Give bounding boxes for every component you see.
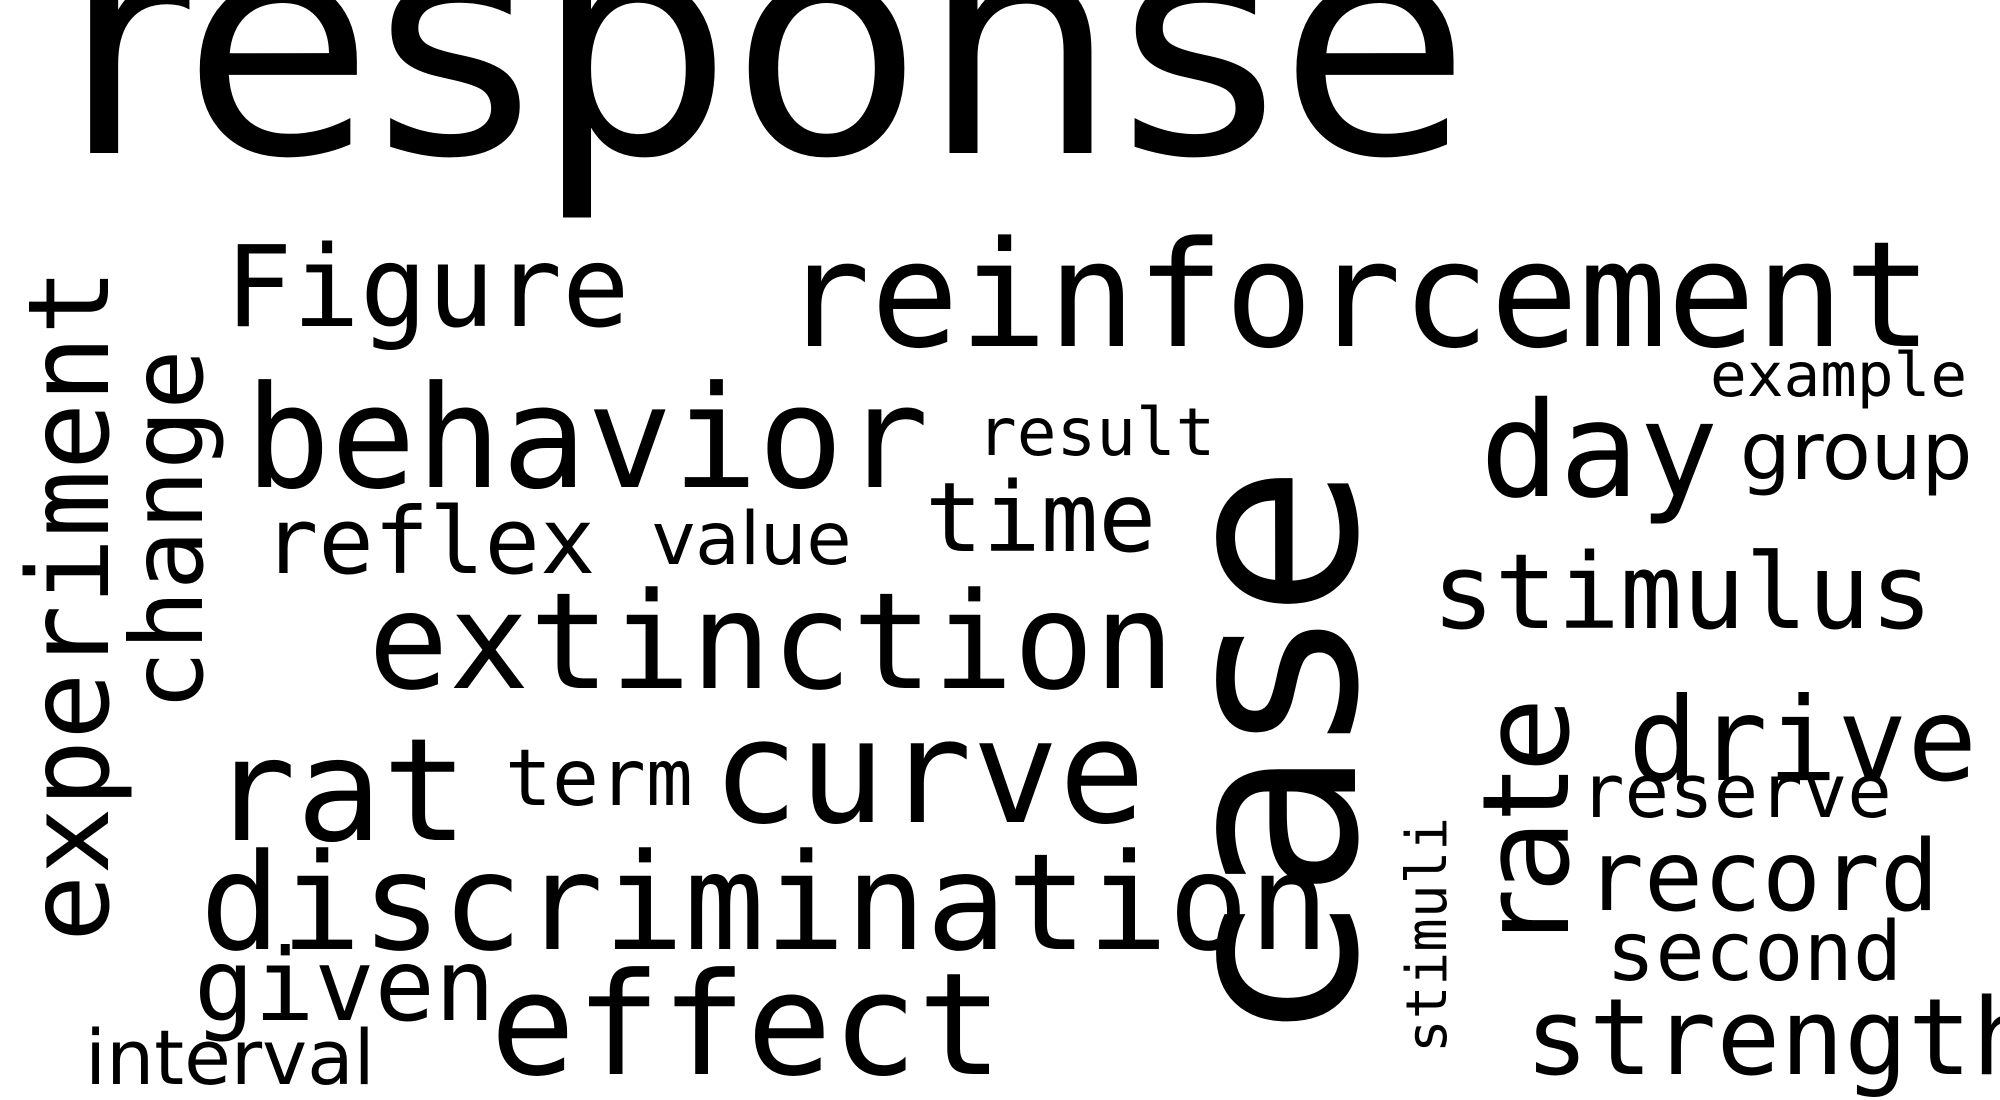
- word-term: term: [505, 734, 693, 824]
- word-stimuli: stimuli: [1395, 816, 1460, 1054]
- word-curve: curve: [712, 688, 1146, 856]
- word-reserve: reserve: [1580, 749, 1892, 835]
- word-record: record: [1585, 820, 1940, 934]
- word-change: change: [109, 349, 226, 711]
- word-second: second: [1606, 905, 1903, 1000]
- word-group: group: [1740, 405, 1973, 498]
- word-rate: rate: [1458, 698, 1597, 942]
- word-stimulus: stimulus: [1432, 531, 1933, 653]
- word-extinction: extinction: [368, 564, 1175, 720]
- word-figure: Figure: [225, 223, 630, 353]
- word-drive: drive: [1628, 673, 1978, 808]
- word-discrimination: discrimination: [200, 825, 1330, 981]
- word-strength: strength: [1525, 976, 2000, 1099]
- word-given: given: [194, 927, 496, 1044]
- word-reinforcement: reinforcement: [782, 210, 1933, 381]
- word-value: value: [652, 497, 852, 582]
- word-rat: rat: [210, 707, 469, 874]
- word-reflex: reflex: [263, 488, 596, 595]
- word-response: response: [62, 0, 1471, 227]
- word-example: example: [1710, 340, 1968, 411]
- word-case: case: [1126, 464, 1414, 1036]
- word-interval: interval: [85, 1013, 375, 1100]
- word-behavior: behavior: [245, 356, 929, 521]
- word-result: result: [977, 394, 1216, 471]
- word-time: time: [925, 462, 1157, 574]
- word-day: day: [1480, 374, 1719, 528]
- word-effect: effect: [490, 943, 1003, 1100]
